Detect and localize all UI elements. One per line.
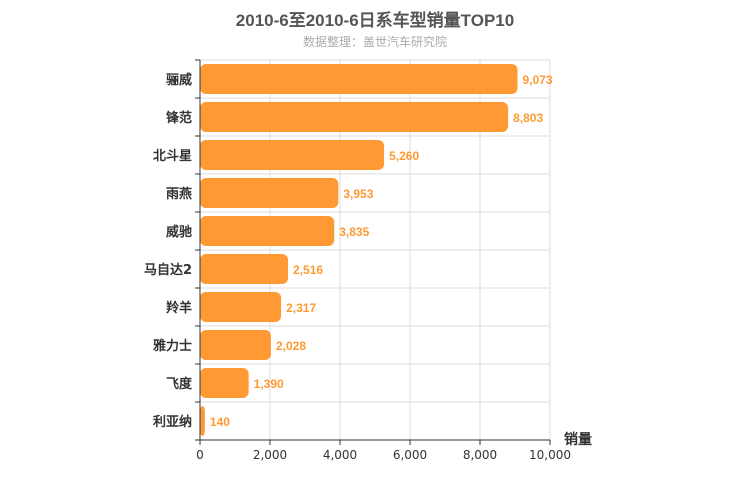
axes: 0 2,000 4,000 6,000 8,000 10,000 骊威锋范北斗星雨燕威驰马自… <box>144 59 571 462</box>
category-label: 羚羊 <box>166 300 192 316</box>
x-tick-label: 8,000 <box>463 448 497 462</box>
bar <box>200 178 339 208</box>
bar <box>200 64 518 94</box>
bar <box>200 216 335 246</box>
data-label: 3,953 <box>343 187 373 201</box>
bar <box>200 102 509 132</box>
bar <box>200 292 282 322</box>
bar <box>200 254 289 284</box>
data-label: 140 <box>210 415 230 429</box>
x-tick-label: 2,000 <box>253 448 287 462</box>
data-label: 8,803 <box>513 111 543 125</box>
x-tick-label: 6,000 <box>393 448 427 462</box>
category-label: 飞度 <box>166 376 193 392</box>
category-label: 雨燕 <box>166 186 192 202</box>
category-label: 马自达2 <box>144 262 192 278</box>
data-label: 3,835 <box>339 225 369 239</box>
chart-title: 2010-6至2010-6日系车型销量TOP10 <box>235 11 515 30</box>
data-label: 2,317 <box>286 301 316 315</box>
x-tick-label: 4,000 <box>323 448 357 462</box>
data-label: 2,028 <box>276 339 306 353</box>
x-tick-label: 10,000 <box>529 448 571 462</box>
grid-lines <box>200 59 551 441</box>
category-label: 威驰 <box>166 224 192 240</box>
data-label: 5,260 <box>389 149 419 163</box>
category-label: 锋范 <box>166 110 192 126</box>
chart-subtitle: 数据整理：盖世汽车研究院 <box>302 35 447 49</box>
category-label: 利亚纳 <box>153 414 192 430</box>
x-tick-label: 0 <box>196 448 204 462</box>
bar <box>200 140 385 170</box>
category-label: 骊威 <box>166 72 192 88</box>
data-label: 1,390 <box>254 377 284 391</box>
data-label: 2,516 <box>293 263 323 277</box>
bar <box>200 406 205 436</box>
category-label: 北斗星 <box>153 149 192 164</box>
bar <box>200 330 271 360</box>
data-label: 9,073 <box>523 73 553 87</box>
bars: 9,073 8,803 5,260 3,953 3,835 2,516 2,317 2,028… <box>200 64 553 436</box>
x-axis-title: 销量 <box>564 431 592 448</box>
category-label: 雅力士 <box>153 338 192 354</box>
bar <box>200 368 249 398</box>
